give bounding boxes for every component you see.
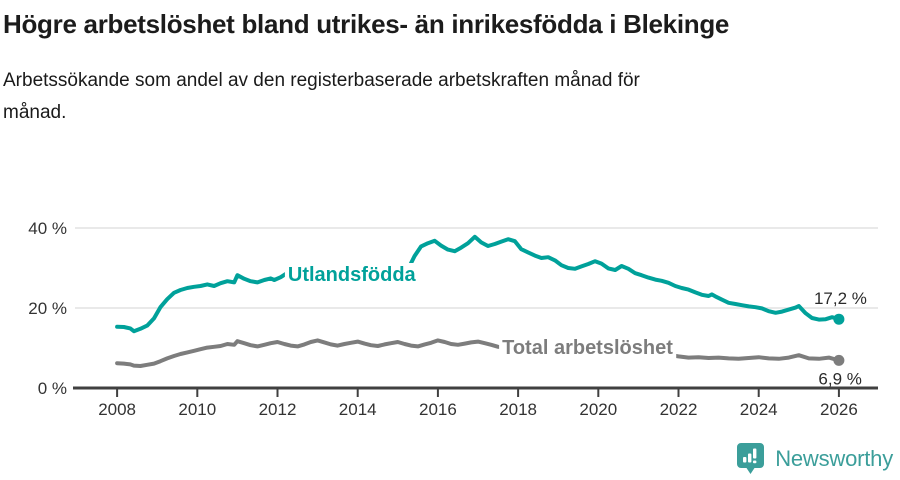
x-tick-label: 2012 <box>259 400 297 419</box>
x-tick-label: 2022 <box>660 400 698 419</box>
chart-subtitle: Arbetssökande som andel av den registerb… <box>3 65 863 129</box>
chart-subtitle-line1: Arbetssökande som andel av den registerb… <box>3 70 640 91</box>
end-dot-total <box>833 354 845 366</box>
page-title: Högre arbetslöshet bland utrikes- än inr… <box>3 9 730 39</box>
y-tick-label: 20 % <box>28 299 67 318</box>
x-tick-label: 2010 <box>178 400 216 419</box>
series-label-utlandsfodda: Utlandsfödda <box>288 264 417 286</box>
x-tick-label: 2016 <box>419 400 457 419</box>
end-value-label-total: 6,9 % <box>818 369 861 388</box>
x-tick-label: 2014 <box>339 400 377 419</box>
series-label-backing <box>284 263 420 287</box>
series-label-backing <box>499 336 677 360</box>
series-label-total: Total arbetslöshet <box>502 337 673 359</box>
y-tick-label: 0 % <box>38 379 67 398</box>
series-line-utlandsfodda <box>115 234 841 334</box>
chart-subtitle-line2: månad. <box>3 102 67 123</box>
x-tick-label: 2018 <box>499 400 537 419</box>
x-tick-label: 2020 <box>579 400 617 419</box>
x-tick-label: 2024 <box>740 400 778 419</box>
x-tick-label: 2026 <box>820 400 858 419</box>
line-chart: 2008 2010 2012 2014 2016 2018 2020 2022 2024 2026… <box>28 219 878 419</box>
end-dot-utlandsfodda <box>833 313 845 325</box>
brand-name: Newsworthy <box>775 445 893 471</box>
newsworthy-logo-icon <box>737 443 765 474</box>
newsworthy-branding[interactable]: Newsworthy <box>736 442 893 475</box>
series-line-total <box>115 338 841 368</box>
x-tick-label: 2008 <box>98 400 136 419</box>
end-value-label-utlandsfodda: 17,2 % <box>814 289 867 308</box>
y-tick-label: 40 % <box>28 219 67 238</box>
